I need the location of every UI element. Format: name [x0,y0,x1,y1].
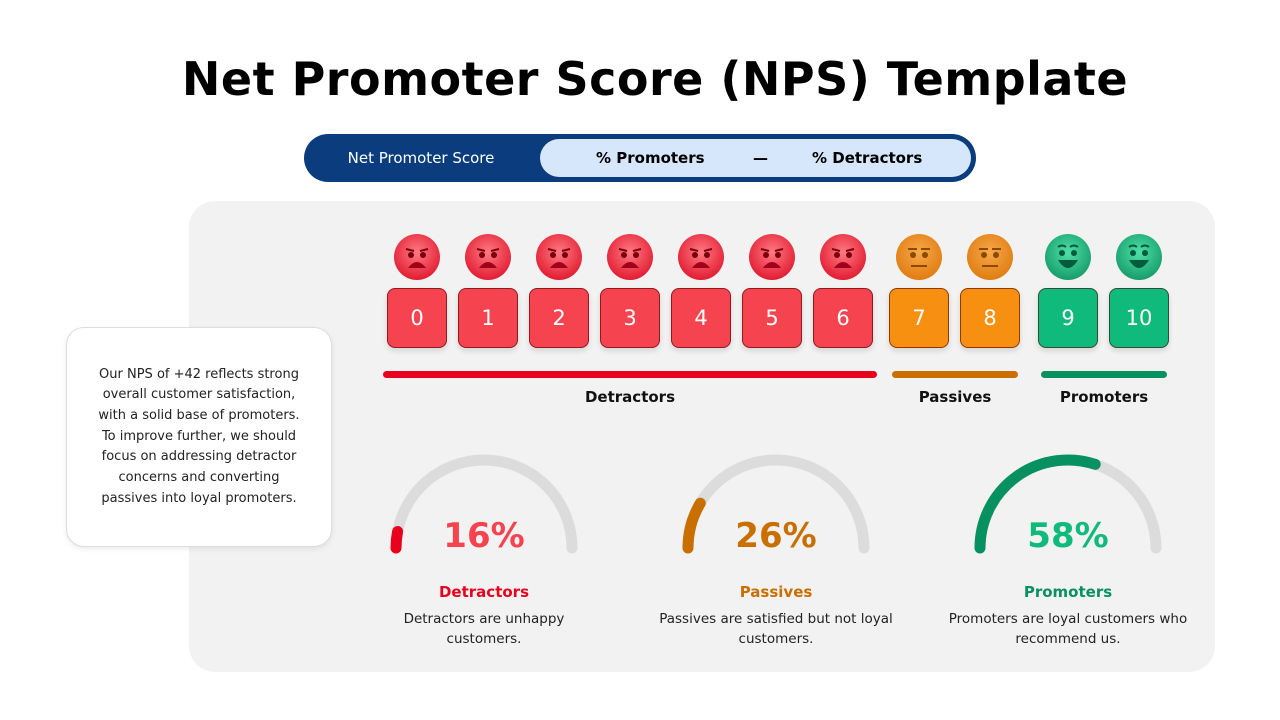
angry-face-icon [607,234,653,280]
angry-face-icon [536,234,582,280]
gauge-value: 16% [443,516,525,556]
angry-face-icon [678,234,724,280]
promoters-bar [1041,371,1167,378]
gauge-name: Passives [739,583,813,601]
score-box-8[interactable]: 8 [960,288,1020,348]
promoters-label: Promoters [1059,388,1149,406]
summary-text: Our NPS of +42 reflects strong overall c… [98,366,300,506]
score-box-4[interactable]: 4 [671,288,731,348]
passives-bar [892,371,1018,378]
gauge-name: Detractors [438,583,529,601]
gauge-description: Passives are satisfied but not loyal cus… [659,611,893,647]
formula-detractors: % Detractors [812,149,923,167]
gauge-track [390,454,578,554]
happy-face-icon [1116,234,1162,280]
nps-formula-bar: Net Promoter Score % Promoters — % Detra… [304,134,976,182]
formula-minus: — [753,149,768,167]
passives-label: Passives [918,388,992,406]
neutral-face-icon [967,234,1013,280]
gauge-name: Promoters [1023,583,1113,601]
formula-promoters: % Promoters [596,149,705,167]
score-box-0[interactable]: 0 [387,288,447,348]
detractors-label: Detractors [584,388,675,406]
formula-expression: % Promoters — % Detractors [540,139,971,177]
score-box-3[interactable]: 3 [600,288,660,348]
summary-note: Our NPS of +42 reflects strong overall c… [66,327,332,547]
gauge-description: Detractors are unhappy customers. [403,611,565,647]
score-box-6[interactable]: 6 [813,288,873,348]
score-box-9[interactable]: 9 [1038,288,1098,348]
gauge-value: 58% [1027,516,1109,556]
score-box-10[interactable]: 10 [1109,288,1169,348]
formula-label: Net Promoter Score [347,149,495,167]
gauge-fill [390,526,404,554]
neutral-face-icon [896,234,942,280]
angry-face-icon [820,234,866,280]
gauge-value: 26% [735,516,817,556]
gauge-fill [974,454,1101,554]
score-box-5[interactable]: 5 [742,288,802,348]
angry-face-icon [749,234,795,280]
gauge-fill [682,497,706,554]
happy-face-icon [1045,234,1091,280]
score-box-1[interactable]: 1 [458,288,518,348]
angry-face-icon [394,234,440,280]
score-box-7[interactable]: 7 [889,288,949,348]
angry-face-icon [465,234,511,280]
page-title: Net Promoter Score (NPS) Template [181,52,1129,106]
score-box-2[interactable]: 2 [529,288,589,348]
gauge-description: Promoters are loyal customers who recomm… [948,611,1188,647]
detractors-bar [383,371,877,378]
